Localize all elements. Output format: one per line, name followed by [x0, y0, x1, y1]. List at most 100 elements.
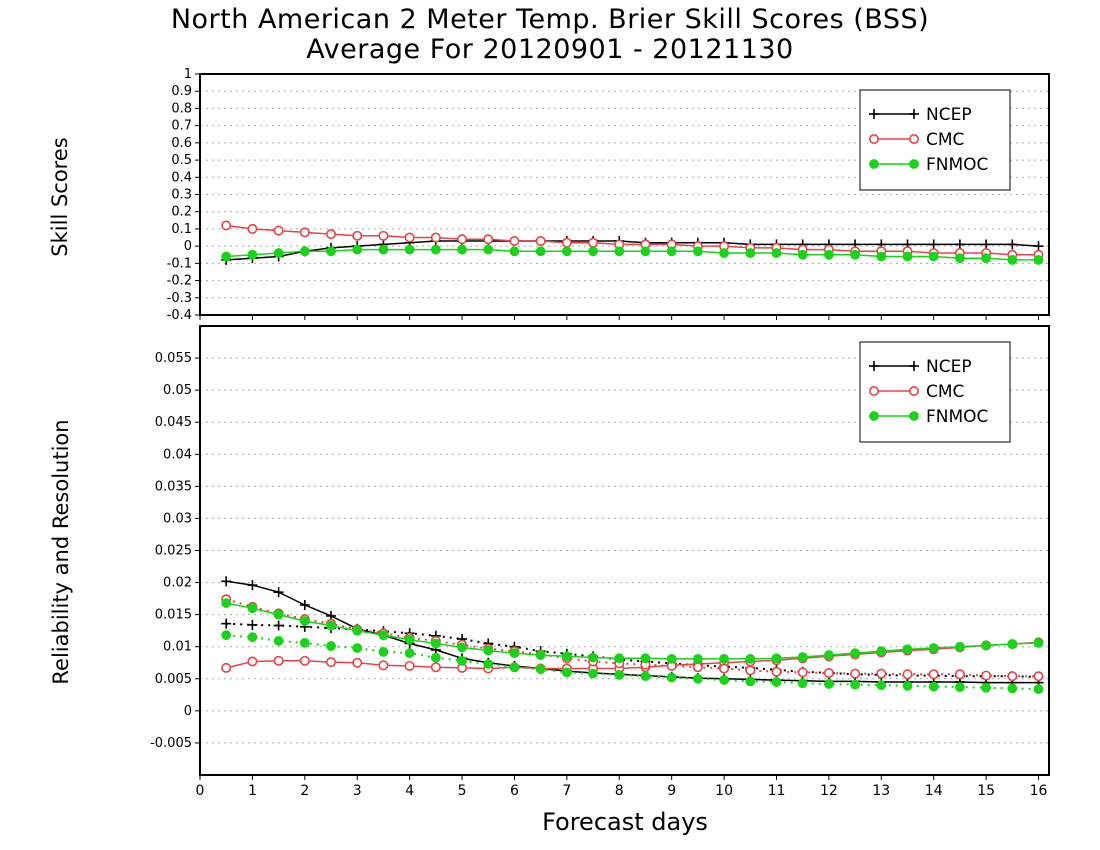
data-point-fnmoc-resolution: [876, 680, 887, 691]
data-point-fnmoc: [247, 249, 258, 260]
y-tick-label: 0.3: [171, 188, 192, 203]
y-tick-label: 0.015: [155, 608, 192, 623]
y-tick-label: 0.025: [155, 544, 192, 559]
data-point-fnmoc-resolution: [378, 646, 389, 657]
data-point-cmc-reliability: [273, 655, 284, 666]
data-point-fnmoc-reliability: [535, 650, 546, 660]
data-point-fnmoc-reliability: [509, 648, 520, 659]
data-point-cmc: [299, 227, 310, 238]
x-tick-label: 15: [977, 783, 995, 799]
chart-title-line1: North American 2 Meter Temp. Brier Skill…: [170, 4, 930, 35]
legend-label-ncep: NCEP: [926, 105, 972, 125]
data-point-fnmoc-resolution: [509, 662, 520, 673]
data-point-fnmoc: [614, 246, 625, 257]
data-point-fnmoc-reliability: [352, 625, 363, 636]
legend-marker-ncep: [869, 109, 879, 119]
data-point-fnmoc-reliability: [614, 653, 625, 664]
y-tick-label: -0.4: [167, 308, 192, 323]
data-point-fnmoc-reliability: [928, 643, 939, 653]
data-point-fnmoc-resolution: [797, 678, 808, 689]
x-tick-label: 4: [405, 783, 414, 799]
x-tick-label: 14: [925, 783, 943, 799]
data-point-cmc-resolution: [771, 666, 782, 677]
data-point-fnmoc-reliability: [797, 652, 808, 662]
legend: NCEP CMC FNMOC: [859, 89, 1011, 191]
data-point-fnmoc: [902, 251, 913, 262]
data-point-cmc: [561, 237, 572, 248]
data-point-cmc-resolution: [902, 669, 913, 680]
data-point-fnmoc: [876, 251, 887, 262]
data-point-ncep: [928, 239, 939, 250]
data-point-fnmoc-resolution: [326, 641, 336, 651]
data-point-fnmoc: [299, 246, 310, 257]
data-point-fnmoc: [666, 246, 677, 257]
data-point-fnmoc-reliability: [326, 620, 336, 631]
y-tick-label: 0.005: [155, 672, 192, 687]
y-tick-label: -0.3: [167, 291, 192, 306]
legend-label-cmc: CMC: [926, 382, 964, 402]
data-point-fnmoc: [928, 251, 939, 262]
panel-skill-scores: -0.4 -0.3 -0.2 -0.1 0 0.1 0.2 0.3 0.4 0.5 0.6 0.7 0.…: [167, 67, 1050, 323]
data-point-cmc-reliability: [221, 662, 232, 673]
data-point-cmc-reliability: [352, 657, 363, 668]
data-point-cmc-reliability: [326, 657, 337, 668]
data-point-fnmoc-resolution: [955, 682, 965, 693]
y-tick-label: 0.045: [155, 415, 192, 430]
legend-box: [859, 89, 1011, 191]
panel-reliability-resolution: -0.005 0 0.005 0.01 0.015 0.02 0.025 0.03 0.035 0…: [150, 325, 1050, 799]
data-point-fnmoc-resolution: [850, 679, 860, 690]
data-point-fnmoc-resolution: [981, 682, 992, 693]
data-point-fnmoc-reliability: [378, 630, 389, 641]
data-point-fnmoc: [326, 246, 336, 257]
legend-marker-fnmoc: [869, 411, 879, 421]
legend-label-cmc: CMC: [926, 130, 964, 150]
data-point-fnmoc-reliability: [404, 634, 415, 645]
y-tick-label: 0.7: [171, 119, 192, 134]
data-point-ncep: [981, 239, 992, 250]
y-tick-label: 0.2: [171, 205, 192, 220]
y-tick-label: 0.1: [171, 222, 192, 237]
legend-marker-ncep: [909, 109, 919, 119]
x-tick-label: 9: [667, 783, 676, 799]
y-tick-label: 0.01: [163, 640, 192, 655]
data-point-ncep-reliability: [221, 576, 232, 587]
data-point-ncep: [954, 239, 965, 250]
y-tick-label: 0: [184, 704, 192, 719]
data-point-fnmoc-resolution: [430, 652, 441, 663]
y-tick-label: 0.6: [171, 136, 192, 151]
data-point-fnmoc-resolution: [588, 668, 598, 679]
data-point-cmc: [404, 232, 415, 243]
data-point-cmc: [457, 234, 468, 245]
x-tick-label: 5: [458, 783, 467, 799]
data-point-fnmoc-reliability: [561, 651, 572, 662]
data-point-ncep: [1007, 239, 1018, 250]
legend-marker-cmc: [868, 385, 879, 396]
y-tick-label: 0.02: [163, 576, 192, 591]
data-point-fnmoc-resolution: [719, 675, 729, 685]
y-tick-label: 1: [184, 67, 192, 82]
y-tick-label: 0.035: [155, 479, 192, 494]
data-point-fnmoc: [378, 244, 389, 255]
y-tick-label: 0.8: [171, 101, 192, 116]
data-point-ncep-reliability: [299, 600, 310, 611]
data-point-cmc-resolution: [928, 669, 939, 680]
data-point-fnmoc-resolution: [692, 673, 703, 684]
x-tick-label: 3: [353, 783, 362, 799]
data-point-cmc: [535, 235, 546, 246]
legend-marker-cmc: [868, 134, 879, 145]
y-tick-label: 0.05: [163, 383, 192, 398]
data-point-cmc-resolution: [1007, 671, 1018, 682]
data-point-cmc-resolution: [692, 662, 703, 673]
data-point-fnmoc-reliability: [876, 646, 887, 657]
data-point-cmc-resolution: [850, 668, 861, 679]
data-point-fnmoc: [483, 244, 494, 255]
data-point-fnmoc-resolution: [299, 637, 310, 648]
data-point-ncep: [1033, 241, 1044, 252]
data-point-cmc-reliability: [404, 660, 415, 671]
data-point-cmc: [273, 225, 284, 236]
data-point-fnmoc-resolution: [666, 672, 677, 683]
legend-marker-fnmoc: [869, 159, 879, 169]
data-point-fnmoc-resolution: [902, 680, 913, 691]
data-point-fnmoc-reliability: [771, 653, 782, 664]
data-point-fnmoc-reliability: [640, 653, 651, 664]
